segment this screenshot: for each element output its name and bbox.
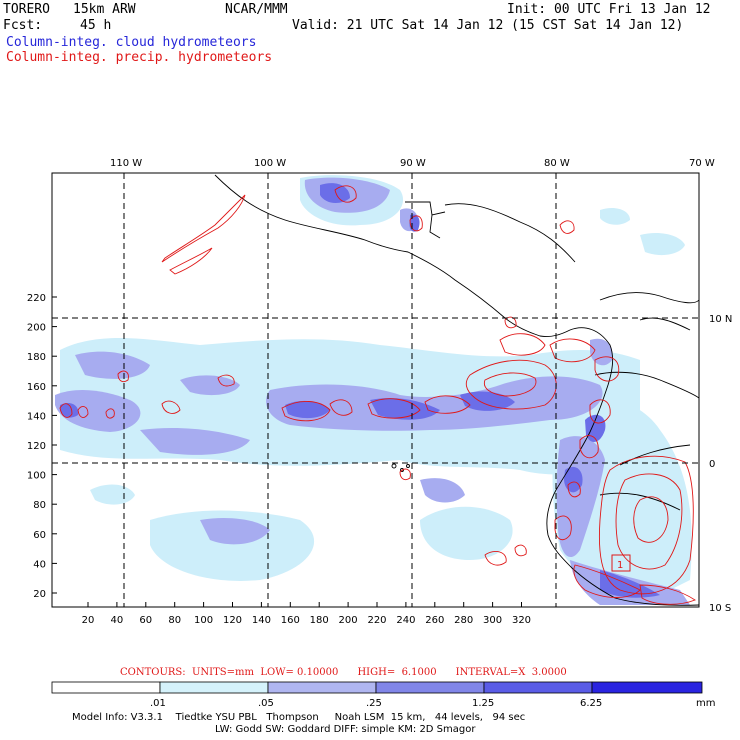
x-tick-label: 80	[168, 615, 181, 626]
init-time: Init: 00 UTC Fri 13 Jan 12	[507, 2, 711, 17]
y-tick-label: 100	[27, 471, 46, 482]
lon-label-110w: 110 W	[110, 158, 142, 169]
x-tick-label: 300	[483, 615, 502, 626]
forecast-label: Fcst:	[3, 18, 43, 33]
lat-label-10s: 10 S	[709, 603, 731, 614]
y-axis-ticks: 20 40 60 80 100 120 140 160 180 200 220	[27, 293, 57, 600]
lon-label-100w: 100 W	[254, 158, 286, 169]
model-info-line1: Model Info: V3.3.1 Tiedtke YSU PBL Thomp…	[72, 712, 526, 723]
colorbar-label-4: 6.25	[580, 698, 602, 709]
x-tick-label: 40	[111, 615, 124, 626]
lat-label-10n: 10 N	[709, 314, 732, 325]
x-tick-label: 200	[339, 615, 358, 626]
model-resolution: 15km ARW	[73, 2, 136, 17]
contour-info: CONTOURS: UNITS=mm LOW= 0.10000 HIGH= 6.…	[120, 667, 567, 678]
lat-label-0: 0	[709, 459, 715, 470]
x-tick-label: 160	[281, 615, 300, 626]
colorbar-bin-0	[51, 681, 161, 694]
y-tick-label: 200	[27, 323, 46, 334]
y-tick-label: 180	[27, 352, 46, 363]
forecast-hour: 45 h	[80, 18, 112, 33]
colorbar-label-2: .25	[366, 698, 382, 709]
x-tick-label: 140	[252, 615, 271, 626]
y-tick-label: 80	[33, 500, 46, 511]
field-precip-title: Column-integ. precip. hydrometeors	[6, 50, 273, 65]
model-org: NCAR/MMM	[225, 2, 288, 17]
x-tick-label: 120	[223, 615, 242, 626]
lon-label-80w: 80 W	[544, 158, 570, 169]
colorbar-bin-5	[591, 681, 703, 694]
x-tick-label: 320	[512, 615, 531, 626]
colorbar: .01 .05 .25 1.25 6.25 mm	[51, 681, 715, 709]
lon-label-90w: 90 W	[400, 158, 426, 169]
y-tick-label: 220	[27, 293, 46, 304]
y-tick-label: 60	[33, 530, 46, 541]
x-tick-label: 60	[139, 615, 152, 626]
field-cloud-title: Column-integ. cloud hydrometeors	[6, 35, 257, 50]
colorbar-label-1: .05	[258, 698, 274, 709]
coastlines	[214, 174, 699, 606]
precip-contours	[59, 185, 696, 605]
y-tick-label: 40	[33, 559, 46, 570]
field-layer	[55, 175, 692, 605]
colorbar-bin-3	[375, 681, 485, 694]
y-tick-label: 160	[27, 382, 46, 393]
precip-label-value: 1	[617, 560, 623, 571]
x-tick-label: 180	[310, 615, 329, 626]
colorbar-unit: mm	[696, 698, 715, 709]
lat-lon-grid	[52, 173, 699, 607]
colorbar-bin-2	[267, 681, 377, 694]
x-tick-label: 100	[194, 615, 213, 626]
colorbar-bin-4	[483, 681, 593, 694]
x-tick-label: 240	[396, 615, 415, 626]
colorbar-label-3: 1.25	[472, 698, 494, 709]
colorbar-label-0: .01	[150, 698, 166, 709]
y-tick-label: 120	[27, 441, 46, 452]
x-tick-label: 260	[425, 615, 444, 626]
model-name: TORERO	[3, 2, 50, 17]
x-tick-label: 280	[454, 615, 473, 626]
map-frame	[51, 172, 700, 608]
lon-label-70w: 70 W	[689, 158, 715, 169]
precip-label-box	[611, 554, 631, 572]
y-tick-label: 20	[33, 589, 46, 600]
x-tick-label: 220	[367, 615, 386, 626]
valid-time: Valid: 21 UTC Sat 14 Jan 12 (15 CST Sat …	[292, 18, 684, 33]
y-tick-label: 140	[27, 411, 46, 422]
x-axis-ticks: 20 40 60 80 100 120 140 160 180 200 220 240 260 280 30…	[82, 602, 531, 626]
x-tick-label: 20	[82, 615, 95, 626]
model-info-line2: LW: Godd SW: Goddard DIFF: simple KM: 2D…	[215, 724, 476, 735]
colorbar-bin-1	[159, 681, 269, 694]
